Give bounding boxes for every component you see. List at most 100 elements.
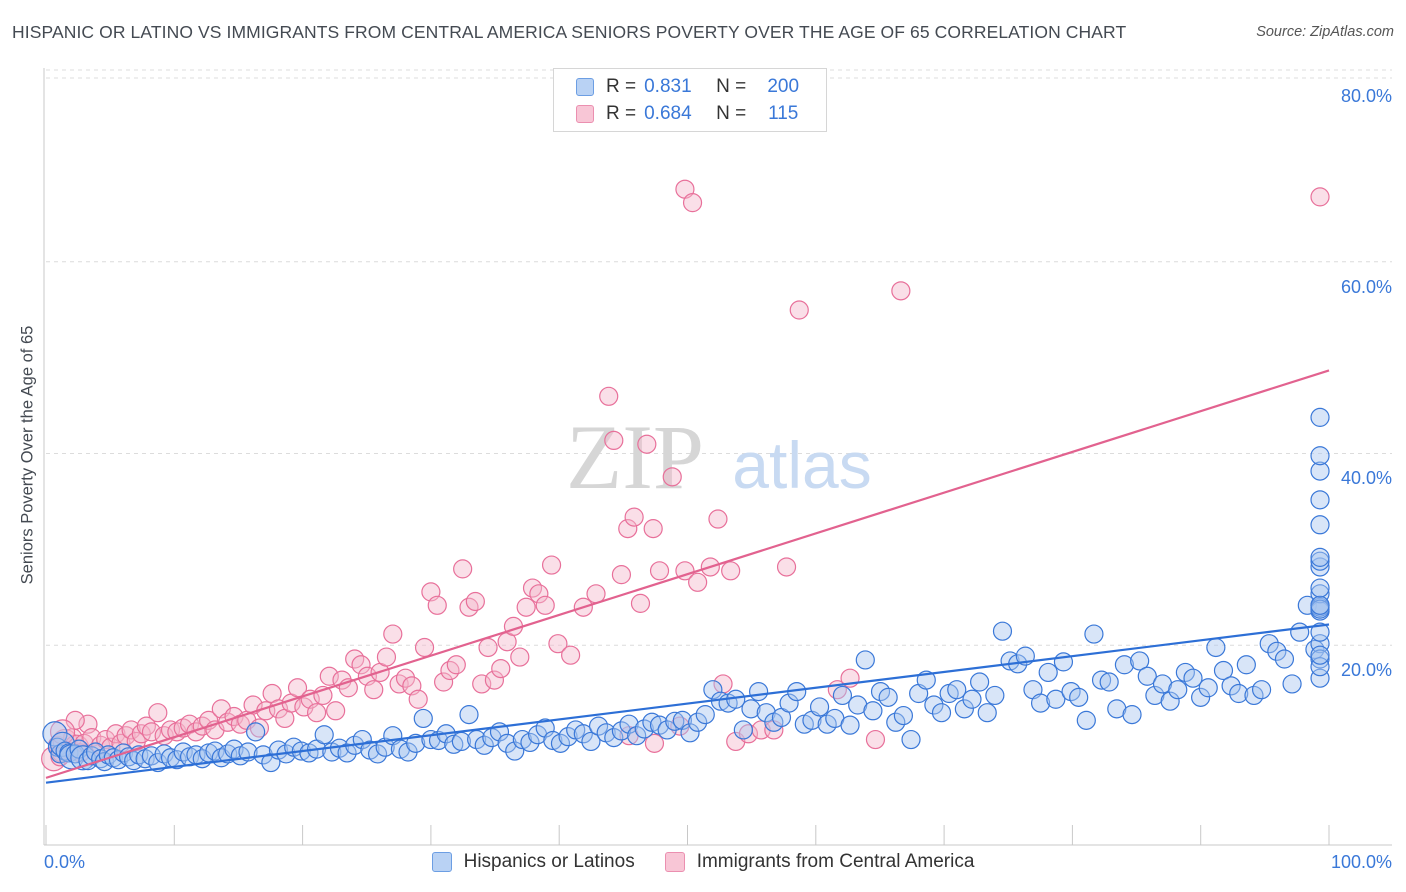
data-point bbox=[535, 595, 555, 615]
data-point bbox=[1310, 634, 1330, 654]
grid-lines bbox=[46, 69, 1392, 646]
data-point bbox=[1310, 595, 1330, 615]
data-point bbox=[167, 750, 187, 770]
legend-swatch-blue bbox=[576, 78, 594, 96]
data-point bbox=[367, 744, 388, 764]
data-point bbox=[337, 743, 357, 763]
data-point bbox=[319, 666, 339, 686]
data-point bbox=[478, 637, 498, 658]
series-label-immigrants: Immigrants from Central America bbox=[696, 851, 975, 872]
trend-line-hispanics bbox=[45, 623, 1330, 784]
data-point bbox=[1099, 672, 1119, 692]
data-point bbox=[294, 697, 314, 717]
data-point bbox=[682, 193, 703, 213]
watermark-zip: ZIP bbox=[566, 406, 704, 508]
legend-swatch-pink bbox=[576, 105, 594, 123]
data-point bbox=[516, 597, 536, 617]
data-point bbox=[529, 584, 549, 604]
data-point bbox=[891, 281, 911, 301]
data-point bbox=[1305, 639, 1325, 660]
data-point bbox=[893, 705, 914, 726]
series-legend-immigrants[interactable]: Immigrants from Central America bbox=[664, 851, 975, 873]
data-point bbox=[665, 711, 685, 731]
data-point bbox=[1251, 680, 1272, 700]
series-label-hispanics: Hispanics or Latinos bbox=[463, 851, 635, 872]
data-point bbox=[627, 726, 647, 746]
data-point bbox=[474, 735, 494, 755]
data-point bbox=[878, 687, 898, 707]
data-point bbox=[924, 695, 944, 715]
legend-n-value: 115 bbox=[768, 103, 799, 124]
data-point bbox=[1183, 668, 1203, 688]
data-point bbox=[643, 519, 663, 539]
data-point bbox=[121, 720, 141, 740]
data-point bbox=[395, 668, 416, 688]
data-point bbox=[472, 674, 492, 694]
y-tick-label-20: 20.0% bbox=[1340, 660, 1392, 680]
immigrants-points bbox=[41, 179, 1330, 772]
data-point bbox=[863, 701, 883, 721]
data-point bbox=[148, 703, 168, 723]
data-point bbox=[756, 703, 776, 723]
data-point bbox=[243, 695, 263, 715]
data-point bbox=[444, 734, 464, 754]
data-point bbox=[977, 703, 997, 723]
data-point bbox=[611, 565, 632, 585]
axes bbox=[43, 68, 1392, 846]
data-point bbox=[637, 434, 657, 454]
data-point bbox=[558, 727, 578, 747]
data-point bbox=[520, 732, 540, 753]
series-legend-hispanics[interactable]: Hispanics or Latinos bbox=[431, 851, 635, 873]
data-point bbox=[630, 593, 651, 613]
data-point bbox=[901, 729, 921, 750]
legend-n-key: N = bbox=[716, 103, 747, 124]
data-point bbox=[947, 680, 967, 700]
data-point bbox=[376, 647, 397, 667]
data-point bbox=[733, 720, 753, 740]
data-point bbox=[809, 697, 830, 717]
data-point bbox=[1191, 687, 1211, 707]
data-point bbox=[776, 557, 797, 577]
data-point bbox=[840, 715, 860, 735]
data-point bbox=[611, 721, 632, 741]
data-point bbox=[618, 519, 638, 539]
data-point bbox=[865, 729, 886, 750]
trend-line-immigrants bbox=[45, 369, 1330, 779]
data-point bbox=[1076, 710, 1096, 730]
y-tick-label-80: 80.0% bbox=[1340, 86, 1392, 106]
data-point bbox=[1084, 624, 1104, 644]
data-point bbox=[408, 689, 428, 709]
data-point bbox=[749, 681, 769, 702]
data-point bbox=[832, 685, 853, 706]
data-point bbox=[588, 716, 609, 736]
data-point bbox=[446, 655, 466, 675]
data-point bbox=[738, 724, 759, 744]
series-swatch-pink bbox=[664, 852, 685, 872]
data-point bbox=[599, 386, 619, 406]
data-point bbox=[406, 733, 426, 753]
data-point bbox=[287, 678, 308, 698]
data-point bbox=[1038, 662, 1058, 683]
data-point bbox=[1259, 634, 1279, 654]
data-point bbox=[688, 572, 708, 592]
data-point bbox=[1310, 490, 1330, 510]
legend-row-hispanics: R = 0.831 N = 200 bbox=[576, 75, 806, 99]
hispanics-points bbox=[42, 407, 1330, 773]
data-point bbox=[1274, 649, 1295, 669]
data-point bbox=[491, 658, 511, 679]
data-point bbox=[453, 559, 473, 579]
data-point bbox=[708, 509, 728, 529]
data-point bbox=[604, 728, 624, 748]
data-point bbox=[541, 555, 562, 575]
data-point bbox=[741, 699, 761, 719]
x-tick-label-max: 100.0% bbox=[1330, 852, 1392, 872]
data-point bbox=[497, 733, 517, 753]
correlation-legend: R = 0.831 N = 200 R = 0.684 N = 115 bbox=[553, 68, 827, 132]
data-point bbox=[1310, 578, 1330, 598]
data-point bbox=[141, 722, 162, 742]
chart-title: HISPANIC OR LATINO VS IMMIGRANTS FROM CE… bbox=[12, 22, 1127, 42]
data-point bbox=[1130, 651, 1150, 671]
data-point bbox=[954, 699, 974, 719]
chart-source: Source: ZipAtlas.com bbox=[1256, 24, 1394, 40]
data-point bbox=[962, 689, 982, 709]
